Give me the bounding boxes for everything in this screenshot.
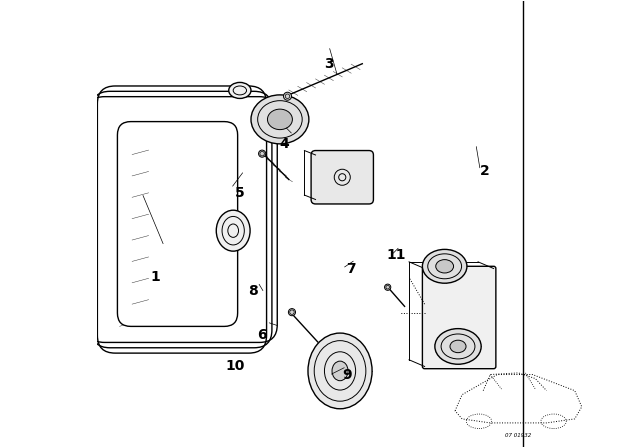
Text: 6: 6 bbox=[257, 328, 267, 342]
Ellipse shape bbox=[216, 210, 250, 251]
Text: 9: 9 bbox=[342, 368, 351, 383]
Text: 2: 2 bbox=[480, 164, 490, 177]
Text: 1: 1 bbox=[150, 271, 160, 284]
Circle shape bbox=[385, 284, 391, 290]
Text: 7: 7 bbox=[346, 262, 356, 276]
Ellipse shape bbox=[332, 361, 348, 381]
Text: 10: 10 bbox=[226, 359, 245, 374]
Ellipse shape bbox=[450, 340, 466, 353]
FancyBboxPatch shape bbox=[422, 266, 496, 369]
Text: 07 01932: 07 01932 bbox=[505, 433, 532, 439]
FancyBboxPatch shape bbox=[311, 151, 373, 204]
Text: 3: 3 bbox=[324, 57, 333, 71]
Text: 5: 5 bbox=[235, 186, 244, 200]
Ellipse shape bbox=[436, 260, 454, 273]
Ellipse shape bbox=[422, 250, 467, 283]
Ellipse shape bbox=[308, 333, 372, 409]
Ellipse shape bbox=[228, 82, 251, 99]
Text: 11: 11 bbox=[386, 248, 405, 262]
Circle shape bbox=[289, 309, 296, 316]
Ellipse shape bbox=[268, 109, 292, 129]
Text: 4: 4 bbox=[280, 137, 289, 151]
Circle shape bbox=[259, 150, 266, 157]
Circle shape bbox=[284, 92, 291, 100]
Ellipse shape bbox=[435, 329, 481, 364]
Text: 8: 8 bbox=[248, 284, 258, 298]
FancyBboxPatch shape bbox=[117, 121, 237, 327]
Ellipse shape bbox=[251, 95, 309, 144]
